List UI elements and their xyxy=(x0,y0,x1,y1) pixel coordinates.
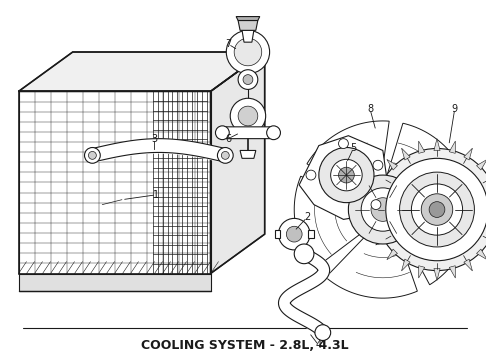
Circle shape xyxy=(89,152,97,159)
Polygon shape xyxy=(242,30,254,42)
Circle shape xyxy=(421,194,453,225)
Polygon shape xyxy=(211,52,265,274)
Circle shape xyxy=(315,325,331,341)
Polygon shape xyxy=(487,174,490,183)
Polygon shape xyxy=(418,141,425,153)
Polygon shape xyxy=(464,259,472,271)
Polygon shape xyxy=(385,123,469,199)
Text: COOLING SYSTEM - 2.8L, 4.3L: COOLING SYSTEM - 2.8L, 4.3L xyxy=(141,339,349,352)
Polygon shape xyxy=(19,274,211,291)
Polygon shape xyxy=(401,148,410,160)
Polygon shape xyxy=(19,91,211,274)
Polygon shape xyxy=(308,230,314,238)
Circle shape xyxy=(376,148,490,271)
Polygon shape xyxy=(487,237,490,245)
Circle shape xyxy=(412,184,463,235)
Circle shape xyxy=(371,200,381,210)
Text: 4: 4 xyxy=(316,341,322,350)
Polygon shape xyxy=(294,176,365,267)
Polygon shape xyxy=(418,266,425,278)
Circle shape xyxy=(294,244,314,264)
Polygon shape xyxy=(387,249,397,260)
Polygon shape xyxy=(401,259,410,271)
Text: 8: 8 xyxy=(367,104,373,114)
Circle shape xyxy=(221,152,229,159)
Polygon shape xyxy=(449,141,455,153)
Circle shape xyxy=(386,158,488,261)
Polygon shape xyxy=(236,17,260,21)
Circle shape xyxy=(331,159,362,191)
Polygon shape xyxy=(387,159,397,170)
Polygon shape xyxy=(240,150,256,158)
Text: 3: 3 xyxy=(151,134,157,144)
Polygon shape xyxy=(401,202,471,285)
Circle shape xyxy=(286,226,302,242)
Polygon shape xyxy=(238,21,258,30)
Circle shape xyxy=(226,30,270,74)
Polygon shape xyxy=(278,249,330,336)
Circle shape xyxy=(348,175,417,244)
Polygon shape xyxy=(476,159,487,170)
Polygon shape xyxy=(476,249,487,260)
Circle shape xyxy=(267,126,280,140)
Circle shape xyxy=(238,70,258,89)
Polygon shape xyxy=(434,269,440,280)
Polygon shape xyxy=(366,206,378,213)
Polygon shape xyxy=(19,52,265,91)
Circle shape xyxy=(243,75,253,85)
Polygon shape xyxy=(464,148,472,160)
Polygon shape xyxy=(222,127,273,139)
Circle shape xyxy=(361,188,405,231)
Circle shape xyxy=(234,38,262,66)
Polygon shape xyxy=(376,174,388,183)
Circle shape xyxy=(218,148,233,163)
Circle shape xyxy=(306,170,316,180)
Circle shape xyxy=(238,106,258,126)
Circle shape xyxy=(216,126,229,140)
Polygon shape xyxy=(274,230,280,238)
Circle shape xyxy=(84,148,100,163)
Circle shape xyxy=(371,198,394,221)
Circle shape xyxy=(429,202,445,217)
Circle shape xyxy=(230,98,266,134)
Text: 1: 1 xyxy=(153,190,159,200)
Circle shape xyxy=(319,148,374,203)
Circle shape xyxy=(278,219,310,250)
Text: 5: 5 xyxy=(350,144,356,153)
Circle shape xyxy=(339,139,348,148)
Text: 2: 2 xyxy=(304,212,310,222)
Circle shape xyxy=(399,172,474,247)
Polygon shape xyxy=(449,266,455,278)
Polygon shape xyxy=(307,121,389,199)
Polygon shape xyxy=(326,233,417,298)
Polygon shape xyxy=(299,136,388,219)
Text: 9: 9 xyxy=(452,104,458,114)
Polygon shape xyxy=(376,237,388,245)
Circle shape xyxy=(339,167,354,183)
Polygon shape xyxy=(434,139,440,150)
Polygon shape xyxy=(368,191,381,197)
Circle shape xyxy=(373,160,383,170)
Polygon shape xyxy=(368,222,381,228)
Text: 7: 7 xyxy=(225,39,231,49)
Text: 6: 6 xyxy=(225,134,231,144)
